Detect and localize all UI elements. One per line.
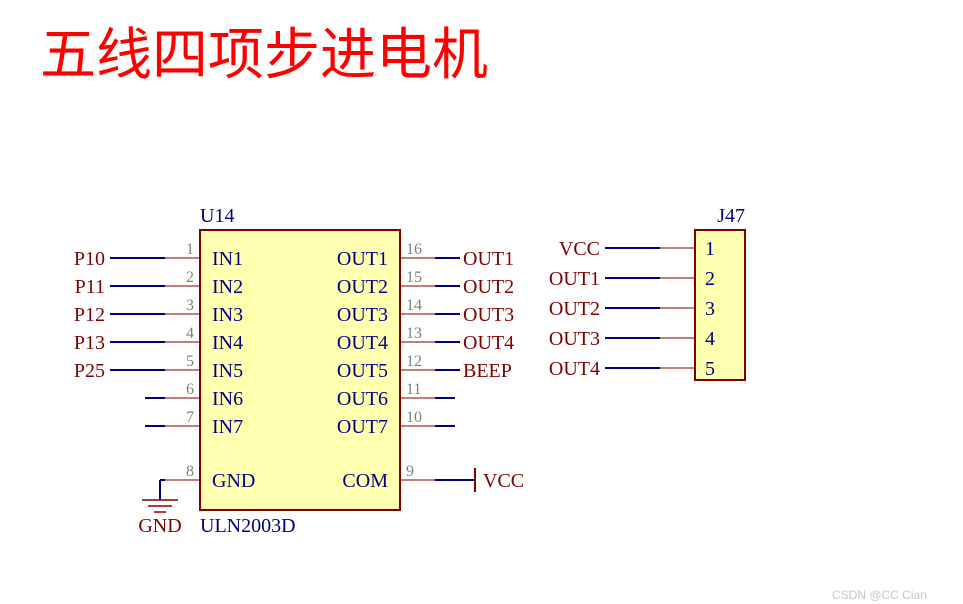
netlabel-OUT2-right: OUT2 (463, 276, 514, 298)
vcc-label: VCC (483, 470, 524, 492)
j47-pin-num-3: 3 (705, 298, 715, 320)
j47-designator: J47 (717, 205, 745, 227)
u14-com-pin-name: COM (342, 470, 388, 492)
u14-right-pin-num-13: 13 (406, 325, 422, 342)
u14-right-pin-num-10: 10 (406, 409, 422, 426)
u14-left-pin-name-7: IN7 (212, 416, 243, 438)
u14-left-pin-num-7: 7 (186, 409, 194, 426)
u14-left-pin-name-4: IN4 (212, 332, 243, 354)
u14-right-pin-num-14: 14 (406, 297, 422, 314)
u14-left-pin-name-1: IN1 (212, 248, 243, 270)
u14-right-pin-num-15: 15 (406, 269, 422, 286)
netlabel-P10-left: P10 (74, 248, 105, 270)
u14-left-pin-num-6: 6 (186, 381, 194, 398)
u14-right-pin-name-14: OUT3 (337, 304, 388, 326)
u14-gnd-pin-name: GND (212, 470, 255, 492)
u14-left-pin-num-5: 5 (186, 353, 194, 370)
j47-netlabel-OUT3: OUT3 (549, 328, 600, 350)
u14-partname: ULN2003D (200, 515, 296, 537)
netlabel-P11-left: P11 (75, 276, 105, 298)
j47-netlabel-OUT4: OUT4 (549, 358, 600, 380)
j47-pin-num-5: 5 (705, 358, 715, 380)
netlabel-BEEP-right: BEEP (463, 360, 512, 382)
u14-com-pin-num: 9 (406, 463, 414, 480)
u14-gnd-pin-num: 8 (186, 463, 194, 480)
j47-body (695, 230, 745, 380)
u14-right-pin-name-12: OUT5 (337, 360, 388, 382)
u14-right-pin-num-12: 12 (406, 353, 422, 370)
j47-netlabel-OUT2: OUT2 (549, 298, 600, 320)
j47-netlabel-VCC: VCC (559, 238, 600, 260)
j47-pin-num-4: 4 (705, 328, 715, 350)
u14-right-pin-name-11: OUT6 (337, 388, 388, 410)
u14-designator: U14 (200, 205, 234, 227)
j47-pin-num-1: 1 (705, 238, 715, 260)
u14-right-pin-name-15: OUT2 (337, 276, 388, 298)
gnd-label: GND (138, 515, 181, 537)
netlabel-P12-left: P12 (74, 304, 105, 326)
u14-right-pin-num-11: 11 (406, 381, 421, 398)
netlabel-OUT3-right: OUT3 (463, 304, 514, 326)
u14-left-pin-num-1: 1 (186, 241, 194, 258)
u14-right-pin-name-16: OUT1 (337, 248, 388, 270)
u14-right-pin-num-16: 16 (406, 241, 422, 258)
u14-right-pin-name-10: OUT7 (337, 416, 388, 438)
u14-left-pin-num-3: 3 (186, 297, 194, 314)
u14-right-pin-name-13: OUT4 (337, 332, 388, 354)
u14-left-pin-name-6: IN6 (212, 388, 243, 410)
u14-left-pin-name-3: IN3 (212, 304, 243, 326)
netlabel-P25-left: P25 (74, 360, 105, 382)
j47-pin-num-2: 2 (705, 268, 715, 290)
u14-left-pin-num-2: 2 (186, 269, 194, 286)
netlabel-OUT4-right: OUT4 (463, 332, 514, 354)
netlabel-OUT1-right: OUT1 (463, 248, 514, 270)
schematic-canvas: U14 ULN2003D 1 IN1 P10 2 IN2 P11 3 IN3 P12 4 IN4 P13 5… (0, 0, 963, 604)
u14-left-pin-num-4: 4 (186, 325, 194, 342)
watermark: CSDN @CC Cian (832, 588, 927, 602)
u14-left-pin-name-2: IN2 (212, 276, 243, 298)
j47-netlabel-OUT1: OUT1 (549, 268, 600, 290)
netlabel-P13-left: P13 (74, 332, 105, 354)
u14-left-pin-name-5: IN5 (212, 360, 243, 382)
